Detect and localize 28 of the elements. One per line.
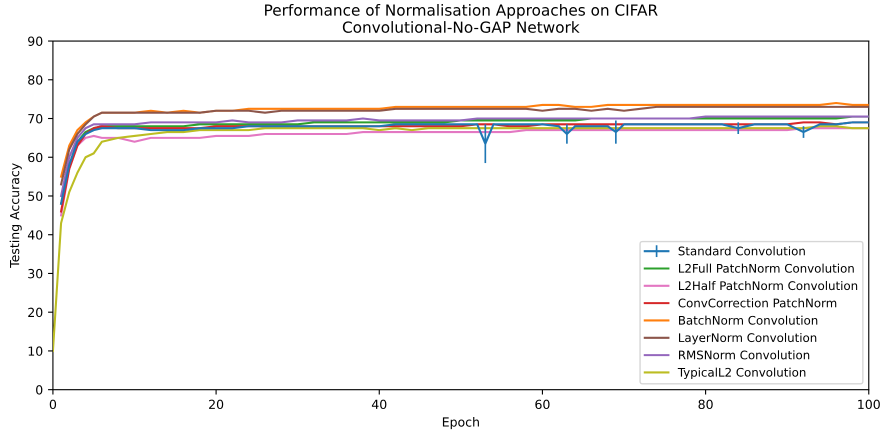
legend-label: ConvCorrection PatchNorm xyxy=(678,298,836,308)
y-tick-label: 80 xyxy=(28,75,42,85)
y-tick-label: 40 xyxy=(28,230,42,240)
legend-label: BatchNorm Convolution xyxy=(679,316,818,325)
x-tick-label: 80 xyxy=(698,400,713,410)
y-tick-label: 90 xyxy=(28,36,42,46)
y-tick-label: 20 xyxy=(28,308,42,318)
y-tick-label: 70 xyxy=(28,114,42,124)
y-axis-title: Testing Accuracy xyxy=(10,163,22,268)
x-axis-title: Epoch xyxy=(442,417,479,430)
y-tick-label: 30 xyxy=(28,268,42,278)
y-tick-label: 60 xyxy=(28,152,42,162)
legend-label: TypicalL2 Convolution xyxy=(678,368,806,380)
line-series xyxy=(52,125,869,352)
legend-label: LayerNorm Convolution xyxy=(679,332,816,344)
x-tick-label: 100 xyxy=(858,400,880,410)
x-tick-label: 40 xyxy=(372,400,386,410)
x-tick-label: 60 xyxy=(535,400,550,410)
y-tick-label: 50 xyxy=(28,191,42,201)
legend-label: RMSNorm Convolution xyxy=(679,350,810,360)
x-tick-label: 20 xyxy=(209,400,224,410)
y-tick-label: 0 xyxy=(36,385,42,395)
legend-label: Standard Convolution xyxy=(678,246,805,256)
x-tick-label: 0 xyxy=(50,400,56,410)
legend-label: L2Half PatchNorm Convolution xyxy=(679,280,858,290)
y-tick-label: 10 xyxy=(28,346,42,356)
legend-label: L2Full PatchNorm Convolution xyxy=(679,264,854,273)
chart-title: Performance of Normalisation Approaches on CIFAR Convolutional-No-GAP Network xyxy=(265,4,658,33)
